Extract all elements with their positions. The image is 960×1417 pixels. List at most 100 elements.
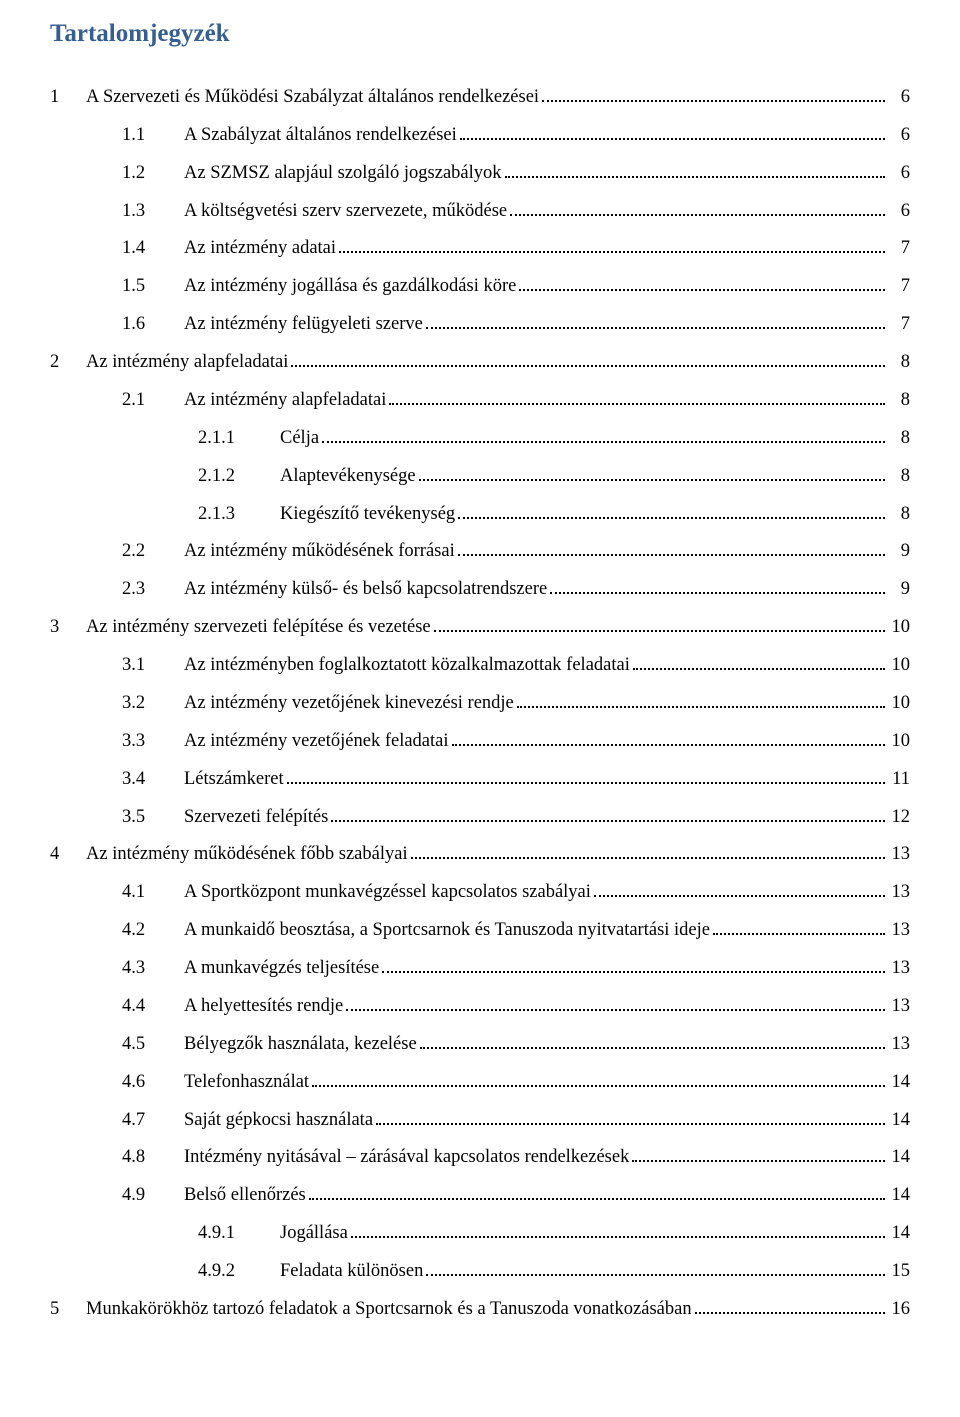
toc-leader-dots xyxy=(632,1147,885,1163)
toc-entry-page: 7 xyxy=(888,315,910,334)
toc-entry-page: 10 xyxy=(888,732,910,751)
toc-leader-dots xyxy=(376,1109,885,1125)
toc-entry[interactable]: 4.3A munkavégzés teljesítése 13 xyxy=(50,957,910,977)
toc-entry[interactable]: 1A Szervezeti és Működési Szabályzat ált… xyxy=(50,86,910,106)
toc-entry[interactable]: 1.6Az intézmény felügyeleti szerve 7 xyxy=(50,313,910,333)
toc-entry[interactable]: 4.2A munkaidő beosztása, a Sportcsarnok … xyxy=(50,919,910,939)
toc-entry[interactable]: 4.9Belső ellenőrzés 14 xyxy=(50,1184,910,1204)
toc-entry[interactable]: 2.1Az intézmény alapfeladatai 8 xyxy=(50,389,910,409)
toc-entry[interactable]: 4.4A helyettesítés rendje 13 xyxy=(50,995,910,1015)
toc-entry-number: 2.1 xyxy=(86,391,184,410)
toc-entry-number: 4.4 xyxy=(86,997,184,1016)
toc-entry-page: 15 xyxy=(888,1262,910,1281)
toc-leader-dots xyxy=(419,465,885,481)
toc-entry[interactable]: 4Az intézmény működésének főbb szabályai… xyxy=(50,844,910,864)
toc-entry[interactable]: 3.3Az intézmény vezetőjének feladatai 10 xyxy=(50,730,910,750)
toc-leader-dots xyxy=(505,162,885,178)
toc-entry-page: 10 xyxy=(888,618,910,637)
toc-entry[interactable]: 1.2Az SZMSZ alapjául szolgáló jogszabály… xyxy=(50,162,910,182)
toc-leader-dots xyxy=(695,1298,885,1314)
toc-entry-page: 8 xyxy=(888,353,910,372)
toc-entry[interactable]: 2Az intézmény alapfeladatai 8 xyxy=(50,351,910,371)
toc-entry[interactable]: 2.1.1Célja 8 xyxy=(50,427,910,447)
toc-entry-number: 4.3 xyxy=(86,959,184,978)
toc-entry-page: 6 xyxy=(888,126,910,145)
toc-entry-label: A munkavégzés teljesítése xyxy=(184,959,379,978)
toc-entry[interactable]: 4.7Saját gépkocsi használata 14 xyxy=(50,1109,910,1129)
toc-entry-page: 14 xyxy=(888,1224,910,1243)
toc-entry[interactable]: 2.1.3Kiegészítő tevékenység 8 xyxy=(50,503,910,523)
toc-entry-label: Saját gépkocsi használata xyxy=(184,1111,373,1130)
toc-entry[interactable]: 3Az intézmény szervezeti felépítése és v… xyxy=(50,616,910,636)
toc-leader-dots xyxy=(426,313,885,329)
toc-leader-dots xyxy=(510,200,885,216)
toc-entry[interactable]: 4.8Intézmény nyitásával – zárásával kapc… xyxy=(50,1147,910,1167)
toc-entry-number: 4.9.2 xyxy=(124,1262,280,1281)
toc-entry-page: 14 xyxy=(888,1186,910,1205)
toc-entry-label: Létszámkeret xyxy=(184,770,284,789)
toc-entry-page: 6 xyxy=(888,164,910,183)
toc-leader-dots xyxy=(411,844,885,860)
toc-entry[interactable]: 2.1.2Alaptevékenysége 8 xyxy=(50,465,910,485)
toc-entry[interactable]: 1.3A költségvetési szerv szervezete, műk… xyxy=(50,200,910,220)
toc-entry[interactable]: 2.2Az intézmény működésének forrásai 9 xyxy=(50,541,910,561)
toc-entry-number: 2 xyxy=(50,353,86,372)
toc-leader-dots xyxy=(322,427,885,443)
toc-leader-dots xyxy=(452,730,885,746)
toc-entry-label: Az intézményben foglalkoztatott közalkal… xyxy=(184,656,630,675)
toc-entry-label: A Szabályzat általános rendelkezései xyxy=(184,126,457,145)
toc-entry-page: 9 xyxy=(888,580,910,599)
toc-entry-page: 8 xyxy=(888,467,910,486)
toc-entry[interactable]: 1.1A Szabályzat általános rendelkezései … xyxy=(50,124,910,144)
toc-entry-number: 4.6 xyxy=(86,1073,184,1092)
toc-entry-page: 8 xyxy=(888,391,910,410)
toc-entry-label: Az SZMSZ alapjául szolgáló jogszabályok xyxy=(184,164,502,183)
toc-entry-label: Kiegészítő tevékenység xyxy=(280,505,455,524)
toc-entry-label: Az intézmény szervezeti felépítése és ve… xyxy=(86,618,431,637)
toc-entry[interactable]: 4.6Telefonhasználat 14 xyxy=(50,1071,910,1091)
toc-entry-page: 8 xyxy=(888,505,910,524)
toc-entry-page: 11 xyxy=(888,770,910,789)
toc-entry[interactable]: 1.5Az intézmény jogállása és gazdálkodás… xyxy=(50,275,910,295)
toc-entry-page: 13 xyxy=(888,883,910,902)
toc-entry-label: Alaptevékenysége xyxy=(280,467,416,486)
toc-entry-page: 14 xyxy=(888,1148,910,1167)
toc-entry[interactable]: 3.2Az intézmény vezetőjének kinevezési r… xyxy=(50,692,910,712)
toc-entry-label: Szervezeti felépítés xyxy=(184,808,328,827)
toc-entry-number: 1.6 xyxy=(86,315,184,334)
toc-entry[interactable]: 2.3Az intézmény külső- és belső kapcsola… xyxy=(50,578,910,598)
toc-entry-label: Az intézmény vezetőjének kinevezési rend… xyxy=(184,694,514,713)
toc-entry[interactable]: 5Munkakörökhöz tartozó feladatok a Sport… xyxy=(50,1298,910,1318)
toc-entry[interactable]: 1.4Az intézmény adatai 7 xyxy=(50,238,910,258)
toc-leader-dots xyxy=(312,1071,885,1087)
toc-entry-page: 6 xyxy=(888,202,910,221)
toc-entry-number: 2.1.3 xyxy=(124,505,280,524)
toc-entry[interactable]: 4.5Bélyegzők használata, kezelése 13 xyxy=(50,1033,910,1053)
toc-entry[interactable]: 3.4Létszámkeret 11 xyxy=(50,768,910,788)
toc-entry-number: 2.1.2 xyxy=(124,467,280,486)
toc-leader-dots xyxy=(542,86,885,102)
toc-entry[interactable]: 4.9.1Jogállása 14 xyxy=(50,1222,910,1242)
toc-leader-dots xyxy=(519,275,885,291)
toc-entry[interactable]: 3.1Az intézményben foglalkoztatott közal… xyxy=(50,654,910,674)
toc-leader-dots xyxy=(287,768,885,784)
toc-entry[interactable]: 4.1A Sportközpont munkavégzéssel kapcsol… xyxy=(50,881,910,901)
toc-leader-dots xyxy=(382,957,885,973)
toc-entry-label: Az intézmény alapfeladatai xyxy=(184,391,386,410)
toc-entry[interactable]: 4.9.2Feladata különösen 15 xyxy=(50,1260,910,1280)
toc-entry-page: 8 xyxy=(888,429,910,448)
toc-entry-number: 4 xyxy=(50,845,86,864)
toc-entry-number: 3.1 xyxy=(86,656,184,675)
toc-leader-dots xyxy=(633,654,885,670)
toc-entry-number: 1.5 xyxy=(86,277,184,296)
toc-entry-label: A helyettesítés rendje xyxy=(184,997,343,1016)
toc-list: 1A Szervezeti és Működési Szabályzat ált… xyxy=(50,86,910,1318)
toc-entry-number: 4.7 xyxy=(86,1111,184,1130)
toc-entry[interactable]: 3.5Szervezeti felépítés 12 xyxy=(50,806,910,826)
toc-entry-page: 14 xyxy=(888,1111,910,1130)
toc-leader-dots xyxy=(517,692,885,708)
toc-entry-label: Jogállása xyxy=(280,1224,348,1243)
toc-entry-label: Feladata különösen xyxy=(280,1262,423,1281)
toc-entry-number: 3.5 xyxy=(86,808,184,827)
toc-entry-label: Bélyegzők használata, kezelése xyxy=(184,1035,417,1054)
